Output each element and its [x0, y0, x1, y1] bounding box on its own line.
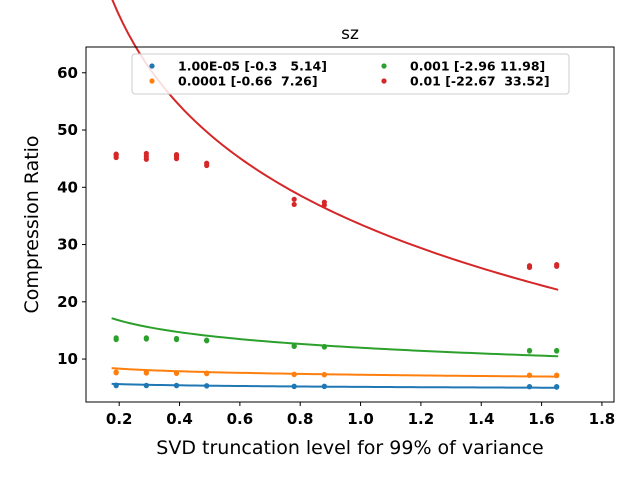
data-point-series-4 [113, 151, 119, 157]
data-point-series-1 [173, 382, 180, 388]
data-point-series-3 [291, 343, 297, 349]
x-tick-label: 0.6 [227, 410, 254, 428]
x-tick-label: 1.6 [528, 410, 555, 428]
data-point-series-4 [143, 150, 149, 157]
data-point-series-3 [526, 347, 533, 354]
data-point-series-1 [526, 383, 533, 390]
data-point-series-4 [554, 261, 560, 268]
data-point-series-2 [526, 372, 533, 378]
legend-marker-2 [149, 78, 155, 84]
data-point-series-3 [204, 337, 210, 343]
data-points [113, 150, 560, 390]
data-point-series-4 [173, 152, 180, 158]
fit-curve-1 [111, 382, 559, 389]
data-point-series-4 [291, 196, 297, 202]
x-tick-label: 1.0 [347, 410, 374, 428]
data-point-series-2 [113, 369, 119, 375]
data-point-series-2 [291, 371, 297, 377]
legend-box [131, 53, 570, 95]
data-point-series-1 [143, 382, 149, 388]
data-point-series-4 [321, 199, 327, 205]
y-axis-title: Compression Ratio [21, 135, 43, 313]
legend-label: 0.0001 [-0.66 7.26] [178, 74, 318, 89]
fit-curve-2 [111, 367, 559, 378]
data-point-series-2 [143, 369, 149, 375]
x-tick-label: 1.8 [589, 410, 616, 428]
y-tick-label: 60 [57, 64, 78, 82]
data-point-series-4 [291, 201, 297, 208]
data-point-series-4 [204, 160, 210, 166]
y-tick-label: 50 [57, 121, 78, 139]
x-tick-label: 1.4 [468, 410, 495, 428]
fit-curve-4 [111, 0, 559, 291]
y-axis: 10 20 30 40 50 60 [57, 64, 86, 368]
data-point-series-3 [173, 335, 180, 342]
data-point-series-3 [321, 343, 327, 350]
x-tick-label: 1.2 [408, 410, 435, 428]
chart-title: sz [341, 24, 359, 44]
legend: 1.00E-05 [-0.3 5.14]0.0001 [-0.66 7.26] 0… [131, 53, 570, 95]
y-tick-label: 30 [57, 236, 78, 254]
x-tick-label: 0.4 [166, 410, 193, 428]
data-point-series-1 [321, 383, 327, 389]
data-point-series-1 [113, 382, 119, 388]
legend-marker-3 [381, 63, 387, 69]
data-point-series-4 [526, 263, 533, 269]
legend-label: 0.001 [-2.96 11.98] [410, 59, 545, 74]
legend-label: 1.00E-05 [-0.3 5.14] [178, 59, 327, 74]
legend-label: 0.01 [-22.67 33.52] [410, 74, 550, 89]
legend-marker-1 [149, 63, 155, 69]
data-point-series-2 [321, 371, 327, 378]
fit-curve-3 [111, 317, 559, 358]
data-point-series-2 [554, 372, 560, 378]
fit-curves [111, 0, 559, 389]
y-tick-label: 20 [57, 293, 78, 311]
data-point-series-3 [143, 335, 149, 341]
data-point-series-1 [204, 383, 210, 389]
plot-frame [85, 46, 615, 403]
data-point-series-1 [554, 383, 560, 390]
y-tick-label: 40 [57, 178, 78, 196]
x-tick-label: 0.8 [287, 410, 314, 428]
data-point-series-1 [291, 383, 297, 389]
data-point-series-2 [173, 370, 180, 376]
y-tick-label: 10 [57, 350, 78, 368]
x-axis: 0.2 0.4 0.6 0.8 1.0 1.2 1.4 1.6 1.8 [106, 402, 615, 428]
data-point-series-3 [554, 347, 560, 354]
legend-marker-4 [381, 78, 387, 84]
data-point-series-2 [204, 370, 210, 376]
data-point-series-3 [113, 335, 119, 341]
x-axis-title: SVD truncation level for 99% of variance [156, 437, 543, 459]
x-tick-label: 0.2 [106, 410, 133, 428]
